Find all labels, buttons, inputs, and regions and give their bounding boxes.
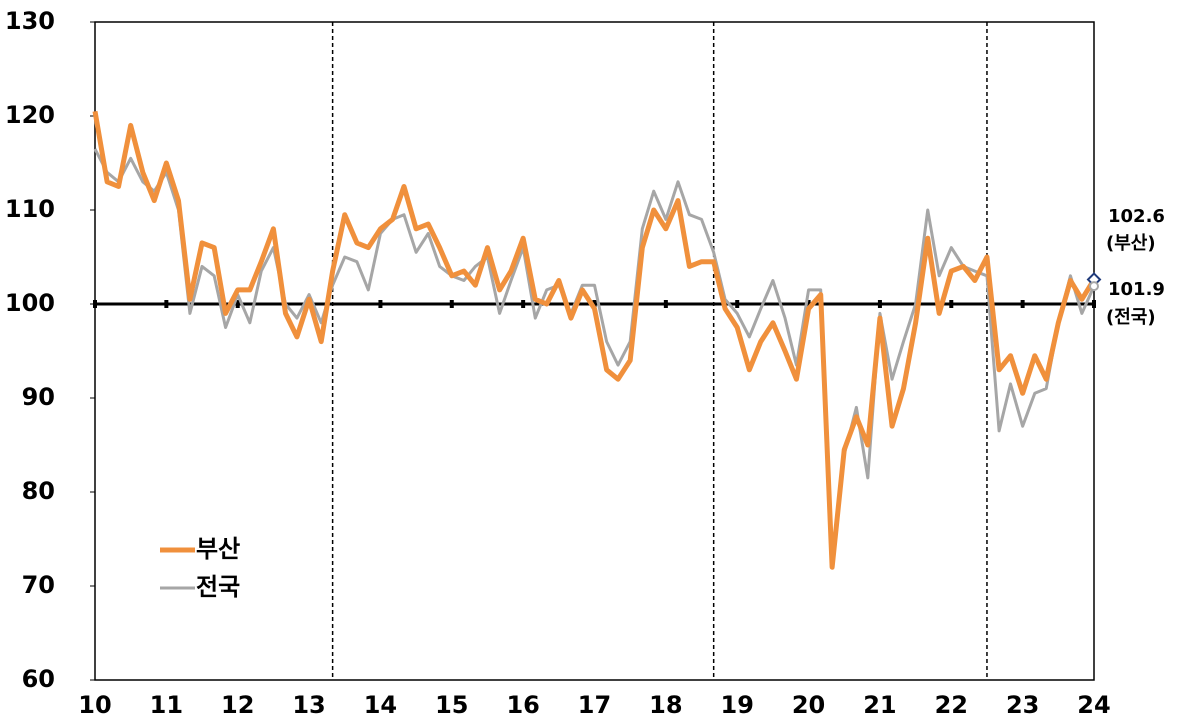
x-tick-label: 22 — [935, 691, 968, 719]
x-tick-label: 13 — [292, 691, 325, 719]
x-tick-label: 20 — [792, 691, 825, 719]
annotation: 102.6 — [1108, 206, 1165, 227]
y-tick-label: 110 — [5, 195, 55, 223]
x-tick-label: 19 — [721, 691, 754, 719]
y-tick-label: 70 — [22, 571, 55, 599]
y-tick-label: 120 — [5, 101, 55, 129]
series-line — [93, 148, 1096, 560]
x-tick-label: 16 — [506, 691, 539, 719]
y-tick-label: 130 — [5, 7, 55, 35]
annotation: (전국) — [1106, 307, 1156, 328]
legend-label: 부산 — [196, 535, 240, 563]
y-tick-label: 90 — [22, 383, 55, 411]
annotation: (부산) — [1106, 233, 1156, 254]
plot-frame — [94, 21, 1095, 681]
x-tick-label: 15 — [435, 691, 468, 719]
series-line — [92, 110, 1097, 570]
legend-label: 전국 — [196, 573, 240, 601]
x-tick-label: 24 — [1077, 691, 1110, 719]
end-marker — [1089, 281, 1099, 292]
x-tick-label: 17 — [578, 691, 611, 719]
x-tick-label: 12 — [221, 691, 254, 719]
x-tick-label: 18 — [649, 691, 682, 719]
x-tick-label: 10 — [78, 691, 111, 719]
y-tick-label: 60 — [22, 665, 55, 693]
x-tick-label: 23 — [1006, 691, 1039, 719]
y-tick-label: 80 — [22, 477, 55, 505]
x-tick-label: 21 — [863, 691, 896, 719]
x-tick-label: 11 — [150, 691, 183, 719]
y-tick-label: 100 — [5, 289, 55, 317]
annotation: 101.9 — [1108, 279, 1165, 300]
x-tick-label: 14 — [364, 691, 397, 719]
